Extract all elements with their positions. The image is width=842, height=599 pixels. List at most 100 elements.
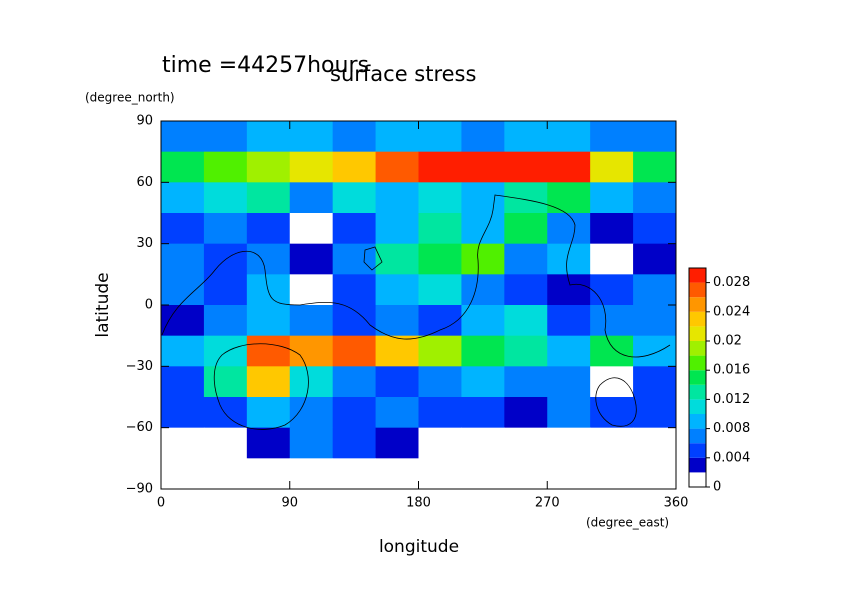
field-cell: [547, 305, 591, 337]
field-cell: [461, 151, 505, 183]
colorbar-frame: [688, 267, 707, 488]
field-cell: [289, 397, 334, 429]
field-cell: [161, 458, 205, 490]
colorbar-band: [689, 297, 706, 312]
field-cell: [633, 366, 677, 398]
field-cell: [161, 397, 205, 429]
field-cell: [633, 274, 677, 306]
field-cell: [246, 243, 291, 275]
field-cell: [504, 335, 548, 367]
field-cell: [461, 366, 505, 398]
field-cell: [504, 121, 548, 153]
field-cell: [590, 274, 634, 306]
field-cell: [289, 213, 334, 245]
field-cell: [203, 213, 248, 245]
field-cell: [246, 397, 291, 429]
field-cell: [418, 305, 462, 337]
field-cell: [633, 151, 677, 183]
y-tick-label: −30: [126, 359, 153, 374]
x-tick-label: 360: [664, 496, 689, 511]
field-cell: [289, 182, 334, 214]
field-cell: [161, 243, 205, 275]
field-cell: [332, 121, 377, 153]
field-cell: [547, 243, 591, 275]
field-cell: [375, 274, 419, 306]
field-cell: [547, 427, 591, 459]
field-cell: [203, 305, 248, 337]
colorbar: 0 0.004 0.008 0.012 0.016 0.02 0.024 0.028: [688, 267, 750, 495]
field-cell: [203, 397, 248, 429]
field-cell: [547, 121, 591, 153]
field-cell: [332, 458, 377, 490]
annotation: time =44257hours: [162, 53, 369, 78]
chart-title: surface stress: [330, 62, 476, 86]
axes: 0 90 180 270 360 90 60 30 0 −30 −60 −90: [126, 114, 689, 511]
field-cell: [246, 274, 291, 306]
field-cell: [504, 182, 548, 214]
field-cell: [633, 427, 677, 459]
field-cell: [289, 366, 334, 398]
field-cell: [590, 397, 634, 429]
field-cell: [633, 397, 677, 429]
field-cell: [547, 274, 591, 306]
field-cell: [547, 213, 591, 245]
field-cell: [375, 243, 419, 275]
field-cell: [246, 335, 291, 367]
field-cell: [504, 274, 548, 306]
field-cell: [203, 182, 248, 214]
y-axis-label: latitude: [93, 272, 113, 337]
field-cell: [246, 213, 291, 245]
colorbar-band: [689, 414, 706, 429]
field-cell: [289, 151, 334, 183]
field-cell: [633, 305, 677, 337]
field-cell: [461, 182, 505, 214]
colorbar-band: [689, 282, 706, 298]
field-cell: [289, 274, 334, 306]
field-cell: [461, 305, 505, 337]
colorbar-band: [689, 370, 706, 385]
field-cell: [418, 335, 462, 367]
field-cell: [590, 335, 634, 367]
field-cell: [332, 213, 377, 245]
field-cell: [590, 121, 634, 153]
field-cell: [161, 274, 205, 306]
field-cell: [203, 335, 248, 367]
field-cell: [161, 366, 205, 398]
field-cell: [332, 274, 377, 306]
colorbar-tick-label: 0.028: [713, 275, 750, 290]
field-cell: [289, 427, 334, 459]
field-cell: [633, 213, 677, 245]
field-cell: [203, 151, 248, 183]
field-cell: [375, 458, 419, 490]
field-cell: [590, 427, 634, 459]
colorbar-tick-label: 0.02: [713, 334, 742, 349]
field-cell: [375, 121, 419, 153]
field-cell: [418, 151, 462, 183]
field-cell: [203, 274, 248, 306]
field-cell: [633, 243, 677, 275]
colorbar-band: [689, 399, 706, 414]
field-cell: [332, 397, 377, 429]
field-cell: [504, 243, 548, 275]
field-cell: [590, 151, 634, 183]
field-cell: [375, 397, 419, 429]
colorbar-band: [689, 326, 706, 341]
colorbar-tick-label: 0: [713, 480, 721, 495]
field-cell: [289, 458, 334, 490]
field-cell: [461, 213, 505, 245]
field-cell: [289, 121, 334, 153]
colorbar-tick-label: 0.012: [713, 392, 750, 407]
field-cell: [461, 243, 505, 275]
field-cell: [375, 213, 419, 245]
colorbar-tick-label: 0.004: [713, 450, 750, 465]
colorbar-band: [689, 428, 706, 444]
field-cell: [161, 213, 205, 245]
x-units: (degree_east): [586, 516, 669, 530]
field-cell: [161, 121, 205, 153]
field-cell: [203, 427, 248, 459]
field-cell: [332, 182, 377, 214]
field-cell: [547, 182, 591, 214]
field-cell: [332, 335, 377, 367]
field-cell: [633, 121, 677, 153]
field-cell: [633, 335, 677, 367]
